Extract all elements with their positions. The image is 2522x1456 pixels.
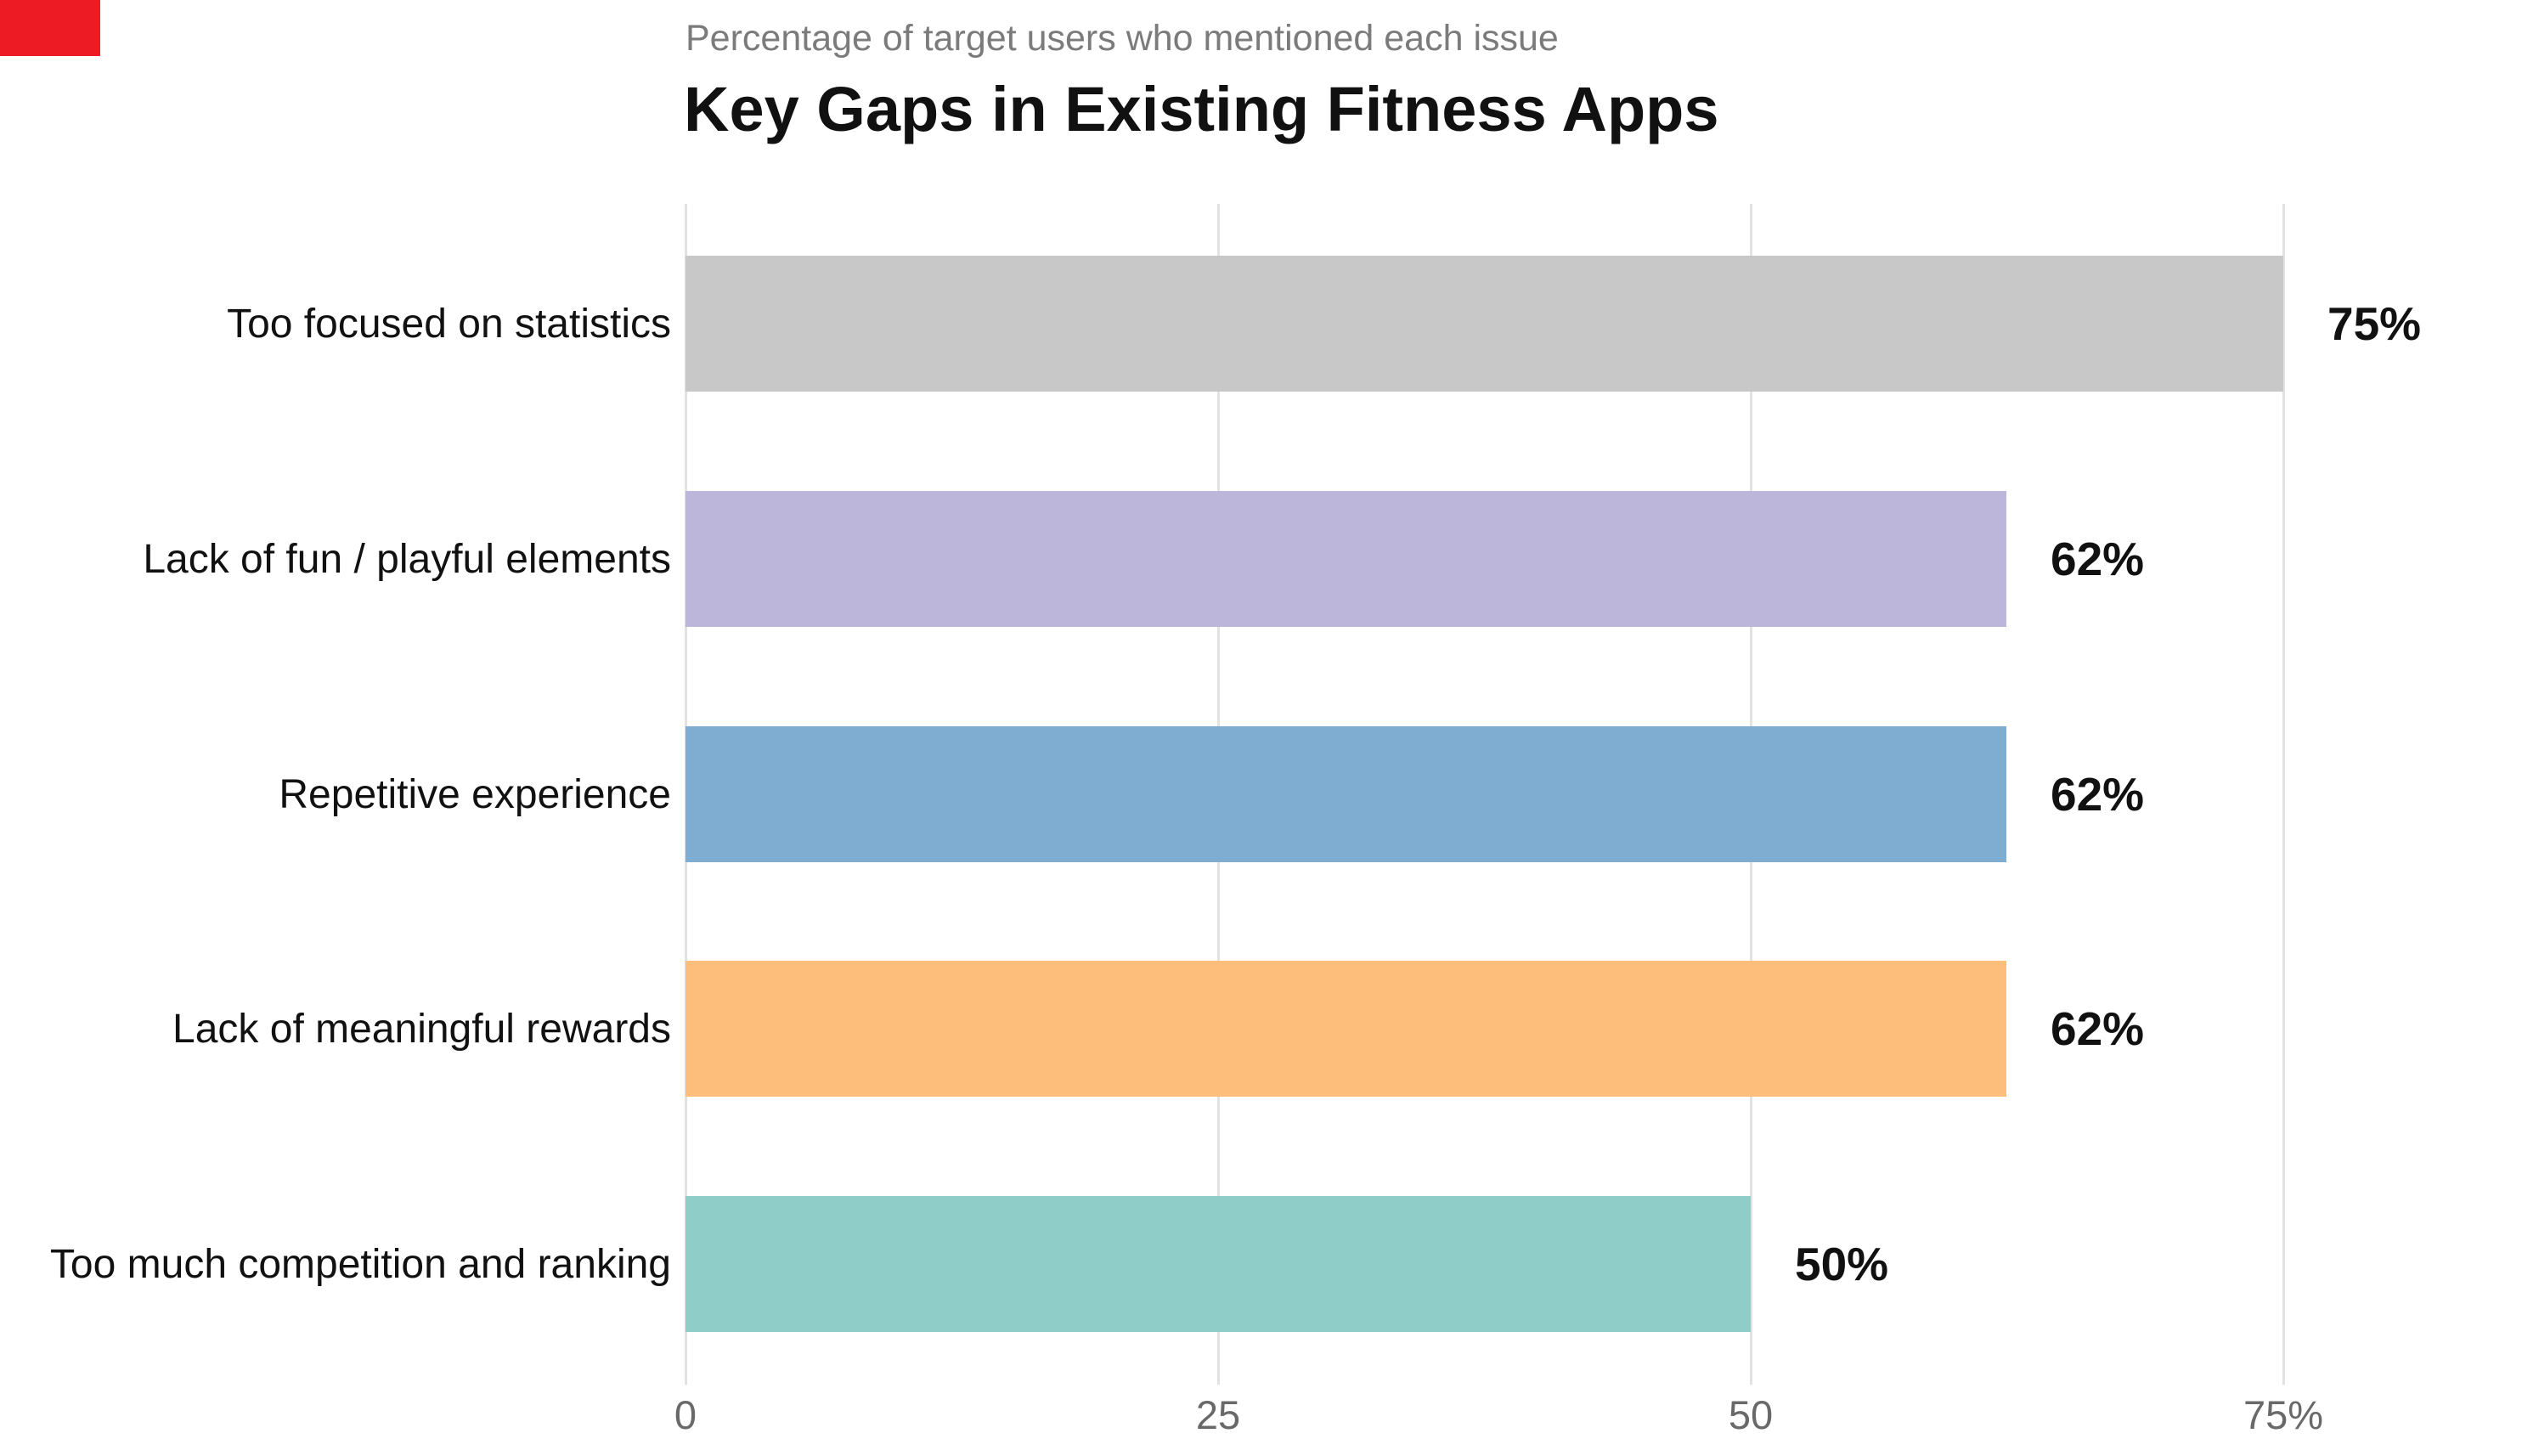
chart-title: Key Gaps in Existing Fitness Apps	[684, 74, 1719, 144]
bar-5	[686, 1196, 1751, 1332]
x-axis-tick-label: 75%	[2243, 1392, 2324, 1437]
x-axis-tick-label: 0	[674, 1392, 697, 1437]
value-label: 50%	[1795, 1238, 1889, 1290]
value-label: 62%	[2051, 533, 2145, 585]
red-marker-rectangle	[0, 0, 100, 56]
chart-subtitle: Percentage of target users who mentioned…	[686, 18, 1559, 59]
value-label: 62%	[2051, 768, 2145, 821]
value-label: 75%	[2327, 297, 2422, 350]
bar-4	[686, 961, 2006, 1097]
category-label: Repetitive experience	[279, 771, 671, 817]
category-label: Lack of fun / playful elements	[143, 536, 671, 582]
bar-2	[686, 491, 2006, 627]
category-label: Lack of meaningful rewards	[172, 1006, 671, 1052]
category-label: Too focused on statistics	[227, 301, 671, 347]
bar-1	[686, 256, 2283, 392]
gridline-x-75	[2282, 204, 2285, 1385]
value-label: 62%	[2051, 1002, 2145, 1055]
x-axis-tick-label: 25	[1195, 1392, 1241, 1437]
category-label: Too much competition and ranking	[49, 1241, 671, 1287]
bar-3	[686, 726, 2006, 862]
x-axis-tick-label: 50	[1728, 1392, 1774, 1437]
